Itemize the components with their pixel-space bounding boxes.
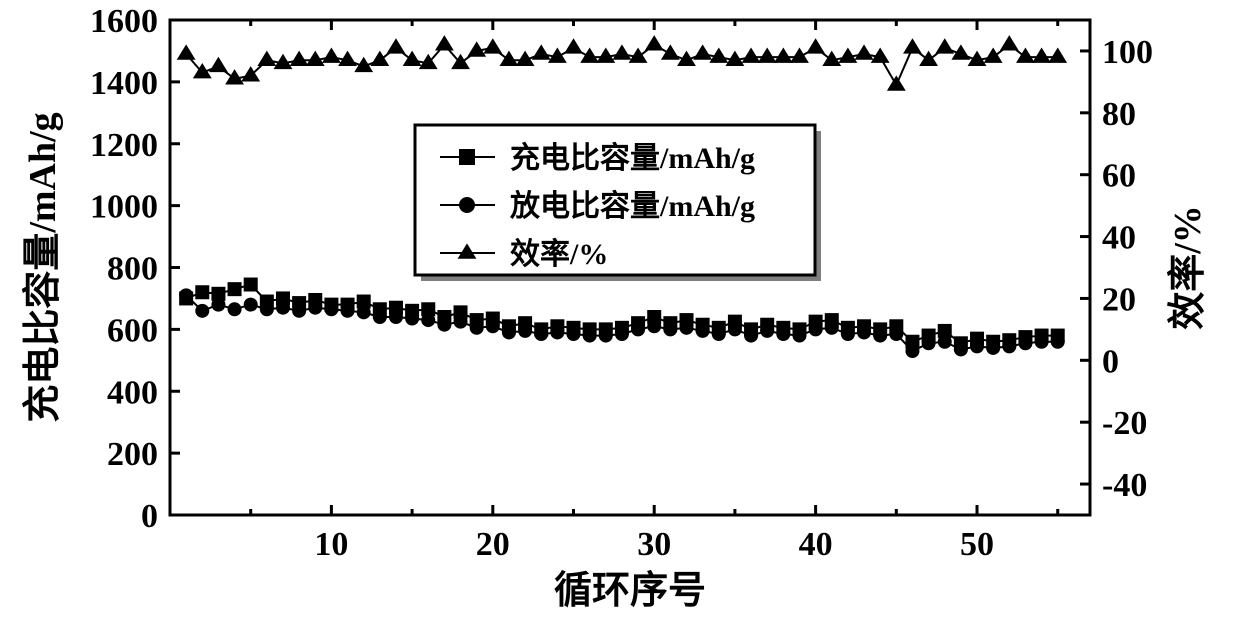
- y-right-tick-label: -40: [1102, 467, 1147, 504]
- y-right-tick-label: 40: [1102, 220, 1136, 257]
- y-left-tick-label: 1200: [90, 127, 158, 164]
- y-left-tick-label: 600: [107, 312, 158, 349]
- x-tick-label: 30: [637, 526, 671, 563]
- y-right-tick-label: 80: [1102, 96, 1136, 133]
- y-right-tick-label: 60: [1102, 158, 1136, 195]
- y-left-tick-label: 1400: [90, 65, 158, 102]
- x-tick-label: 10: [314, 526, 348, 563]
- y-right-axis-label: 效率/%: [1167, 205, 1209, 330]
- y-left-tick-label: 1600: [90, 3, 158, 40]
- x-axis-label: 循环序号: [554, 570, 706, 612]
- legend-item-label: 充电比容量/mAh/g: [510, 142, 755, 175]
- legend-item-label: 放电比容量/mAh/g: [509, 190, 755, 223]
- y-left-tick-label: 1000: [90, 189, 158, 226]
- x-tick-label: 40: [799, 526, 833, 563]
- legend-item-label: 效率/%: [510, 238, 608, 271]
- capacity-efficiency-chart: 102030405002004006008001000120014001600-…: [0, 0, 1239, 639]
- y-right-tick-label: -20: [1102, 405, 1147, 442]
- y-left-tick-label: 400: [107, 374, 158, 411]
- y-left-axis-label: 充电比容量/mAh/g: [22, 112, 64, 422]
- y-right-tick-label: 20: [1102, 281, 1136, 318]
- x-tick-label: 20: [476, 526, 510, 563]
- chart-container: 102030405002004006008001000120014001600-…: [0, 0, 1239, 639]
- y-right-tick-label: 100: [1102, 34, 1153, 71]
- y-left-tick-label: 0: [141, 498, 158, 535]
- y-left-tick-label: 200: [107, 436, 158, 473]
- y-left-tick-label: 800: [107, 251, 158, 288]
- y-right-tick-label: 0: [1102, 343, 1119, 380]
- x-tick-label: 50: [960, 526, 994, 563]
